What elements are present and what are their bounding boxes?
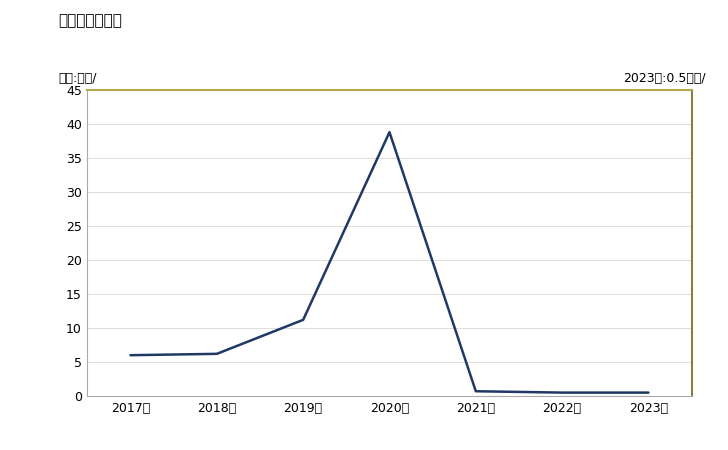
Text: 2023年:0.5万円/: 2023年:0.5万円/ xyxy=(624,72,706,85)
Text: 輸入価格の推移: 輸入価格の推移 xyxy=(58,14,122,28)
Text: 単位:万円/: 単位:万円/ xyxy=(58,72,97,85)
